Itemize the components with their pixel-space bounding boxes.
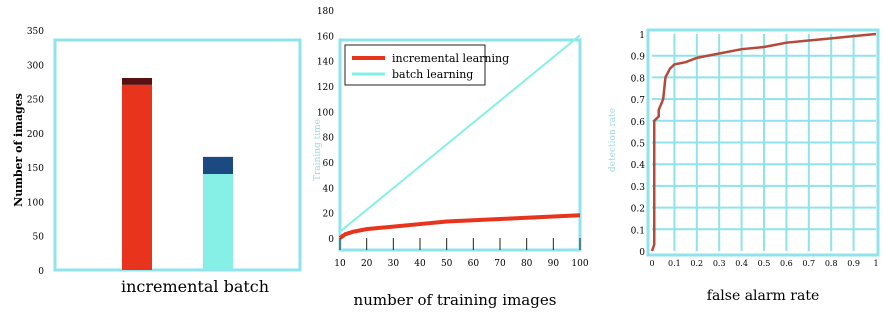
roc-y-tick-label: 0 xyxy=(639,248,645,258)
bar-y-tick-label: 300 xyxy=(27,61,44,71)
bar-batch-segment-1 xyxy=(203,157,233,174)
training-time-y-tick-label: 180 xyxy=(317,7,334,17)
training-time-x-tick-label: 80 xyxy=(521,259,533,269)
bar-incremental-segment-1 xyxy=(122,78,152,85)
bar-y-tick-label: 150 xyxy=(27,164,44,174)
bar-y-tick-label: 250 xyxy=(27,96,44,106)
training-time-y-tick-label: 140 xyxy=(317,58,334,68)
training-time-y-axis-label: Training time xyxy=(313,119,323,181)
training-time-x-tick-label: 60 xyxy=(468,259,480,269)
bar-batch-segment-0 xyxy=(203,174,233,270)
roc-x-axis-label: false alarm rate xyxy=(707,288,819,304)
roc-x-tick-label: 0.5 xyxy=(758,259,771,268)
bar-y-tick-label: 50 xyxy=(33,233,45,243)
training-time-x-tick-label: 40 xyxy=(414,259,426,269)
roc-y-tick-label: 0.6 xyxy=(631,118,646,128)
roc-y-axis-label: detection rate xyxy=(608,108,618,172)
training-time-y-tick-label: 40 xyxy=(323,184,335,194)
training-time-x-tick-label: 30 xyxy=(388,259,400,269)
roc-y-tick-label: 0.2 xyxy=(631,205,645,215)
roc-x-tick-label: 0.4 xyxy=(735,259,748,268)
roc-x-tick-label: 0.9 xyxy=(847,259,860,268)
roc-x-tick-label: 1 xyxy=(873,259,878,268)
roc-x-tick-label: 0.1 xyxy=(668,259,681,268)
roc-y-tick-label: 1 xyxy=(639,31,645,41)
roc-x-tick-label: 0.6 xyxy=(780,259,793,268)
bar-chart-x-axis-label: incremental batch xyxy=(121,277,269,296)
training-time-y-tick-label: 80 xyxy=(323,134,335,144)
training-time-x-tick-label: 100 xyxy=(571,259,588,269)
roc-x-tick-label: 0.8 xyxy=(825,259,838,268)
roc-y-tick-label: 0.1 xyxy=(631,226,645,236)
training-time-x-tick-label: 90 xyxy=(548,259,560,269)
training-time-x-tick-label: 10 xyxy=(334,259,346,269)
roc-x-tick-label: 0.2 xyxy=(690,259,703,268)
training-time-y-tick-label: 100 xyxy=(317,108,334,118)
training-time-y-tick-label: 60 xyxy=(323,159,335,169)
training-time-y-tick-label: 160 xyxy=(317,32,334,42)
roc-x-tick-label: 0.3 xyxy=(713,259,726,268)
training-time-legend: incremental learning batch learning xyxy=(345,45,509,85)
bar-y-tick-label: 0 xyxy=(38,267,44,277)
training-time-panel: 10 20 30 40 50 60 70 80 90 100 0 20 40 60 80 100 120 140… xyxy=(313,7,589,309)
training-time-y-tick-label: 20 xyxy=(323,210,335,220)
training-time-x-axis-label: number of training images xyxy=(354,291,557,309)
roc-panel: 0 0.1 0.2 0.3 0.4 0.5 0.6 0.7 0.8 0.9 1 0 0.1 0.2 0.3… xyxy=(608,30,879,304)
training-time-x-tick-label: 50 xyxy=(441,259,453,269)
bar-chart-y-axis-label: Number of images xyxy=(12,93,25,207)
legend-label-batch: batch learning xyxy=(392,68,473,81)
training-time-y-tick-label: 120 xyxy=(317,83,334,93)
bar-chart-panel: 0 50 100 150 200 250 300 350 Number of images i… xyxy=(12,27,300,296)
bar-y-tick-label: 100 xyxy=(27,198,44,208)
roc-y-tick-label: 0.4 xyxy=(631,161,646,171)
series-line-incremental-learning xyxy=(340,215,580,238)
roc-y-tick-label: 0.9 xyxy=(631,53,646,63)
roc-x-tick-label: 0.7 xyxy=(802,259,815,268)
training-time-x-tick-label: 70 xyxy=(494,259,506,269)
training-time-x-tick-label: 20 xyxy=(361,259,373,269)
bar-y-tick-label: 350 xyxy=(27,27,44,37)
roc-y-tick-label: 0.5 xyxy=(631,140,646,150)
roc-y-tick-label: 0.7 xyxy=(631,96,646,106)
roc-x-tick-label: 0 xyxy=(649,259,654,268)
bar-y-tick-label: 200 xyxy=(27,130,44,140)
bar-incremental-segment-0 xyxy=(122,85,152,270)
bar-chart-frame xyxy=(55,40,300,270)
roc-y-tick-label: 0.3 xyxy=(631,183,646,193)
roc-y-tick-label: 0.8 xyxy=(631,74,646,84)
legend-label-incremental: incremental learning xyxy=(392,52,509,65)
training-time-y-tick-label: 0 xyxy=(328,235,334,245)
